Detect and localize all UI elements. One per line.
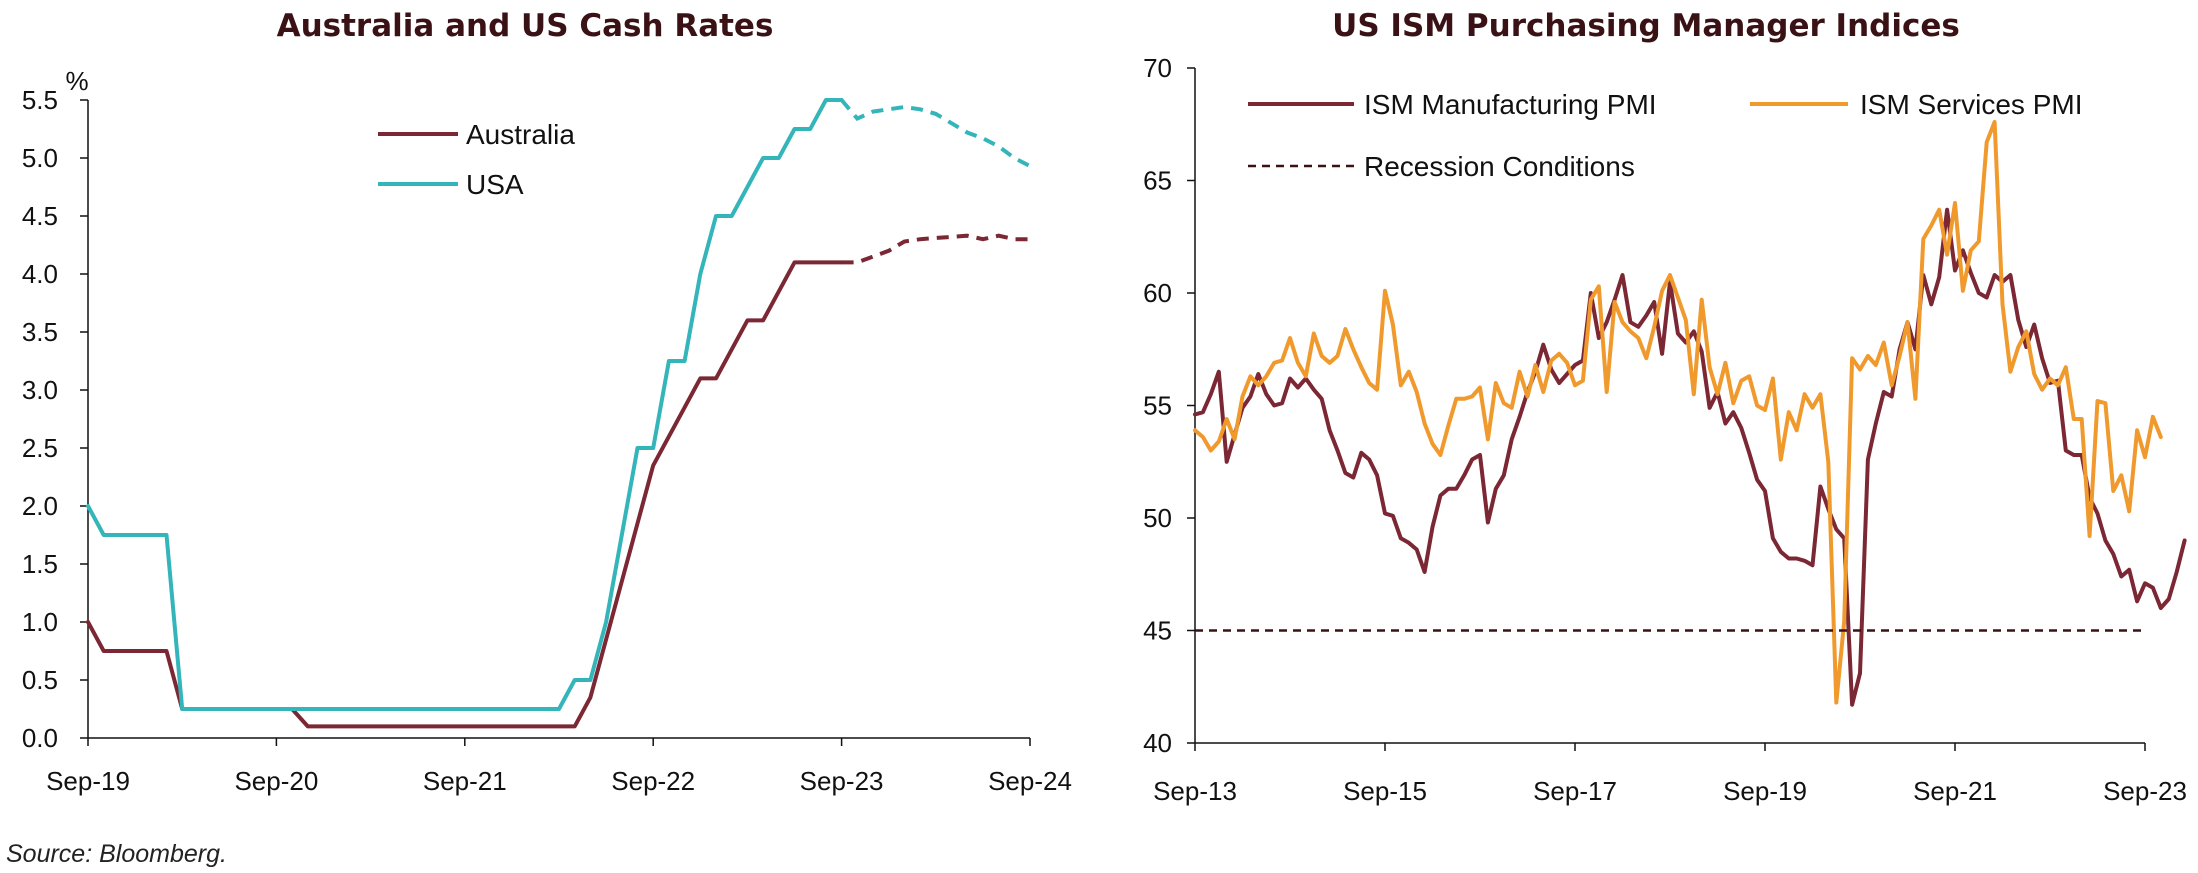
source-note: Source: Bloomberg. (6, 840, 227, 868)
y-tick-label: 5.5 (22, 85, 58, 115)
chart-title: Australia and US Cash Rates (277, 8, 774, 44)
x-tick-label: Sep-22 (611, 766, 695, 796)
legend-label-ism-services-pmi: ISM Services PMI (1860, 89, 2082, 120)
x-tick-label: Sep-19 (46, 766, 130, 796)
x-tick-label: Sep-15 (1343, 776, 1427, 806)
x-tick-label: Sep-20 (234, 766, 318, 796)
x-tick-label: Sep-17 (1533, 776, 1617, 806)
legend-label-usa: USA (466, 169, 524, 200)
usa-forecast-line (840, 98, 1031, 168)
y-tick-label: 4.5 (22, 201, 58, 231)
cash-rates-chart: Australia and US Cash Rates % 0.0 0.5 1.0 1… (22, 8, 1072, 796)
x-tick-label: Sep-21 (1913, 776, 1997, 806)
y-tick-label: 45 (1143, 616, 1172, 646)
x-tick-label: Sep-19 (1723, 776, 1807, 806)
y-tick-label: 60 (1143, 278, 1172, 308)
y-axis-unit-label: % (65, 66, 88, 96)
x-tick-label: Sep-13 (1153, 776, 1237, 806)
y-tick-label: 55 (1143, 391, 1172, 421)
y-tick-label: 1.5 (22, 549, 58, 579)
x-tick-label: Sep-24 (988, 766, 1072, 796)
y-tick-label: 2.0 (22, 491, 58, 521)
y-tick-label: 3.5 (22, 317, 58, 347)
y-tick-label: 50 (1143, 503, 1172, 533)
ism-pmi-chart: US ISM Purchasing Manager Indices 40 45 50… (1143, 8, 2187, 806)
y-tick-label: 40 (1143, 728, 1172, 758)
y-tick-label: 0.5 (22, 665, 58, 695)
legend-label-recession-conditions: Recession Conditions (1364, 151, 1635, 182)
y-tick-label: 1.0 (22, 607, 58, 637)
chart-title: US ISM Purchasing Manager Indices (1332, 8, 1960, 44)
legend-label-ism-manufacturing-pmi: ISM Manufacturing PMI (1364, 89, 1657, 120)
x-tick-label: Sep-23 (2103, 776, 2187, 806)
x-tick-label: Sep-23 (800, 766, 884, 796)
usa-line (86, 98, 844, 711)
y-tick-label: 2.5 (22, 433, 58, 463)
australia-forecast-line (841, 233, 1030, 265)
y-tick-label: 3.0 (22, 375, 58, 405)
y-tick-label: 0.0 (22, 723, 58, 753)
y-tick-label: 65 (1143, 166, 1172, 196)
y-tick-label: 70 (1143, 53, 1172, 83)
x-tick-label: Sep-21 (423, 766, 507, 796)
y-tick-label: 4.0 (22, 259, 58, 289)
y-tick-label: 5.0 (22, 143, 58, 173)
legend-label-australia: Australia (466, 119, 575, 150)
australia-line (86, 260, 844, 729)
ism-manufacturing-pmi-line (1193, 207, 2187, 707)
ism-services-pmi-line (1193, 120, 2163, 705)
